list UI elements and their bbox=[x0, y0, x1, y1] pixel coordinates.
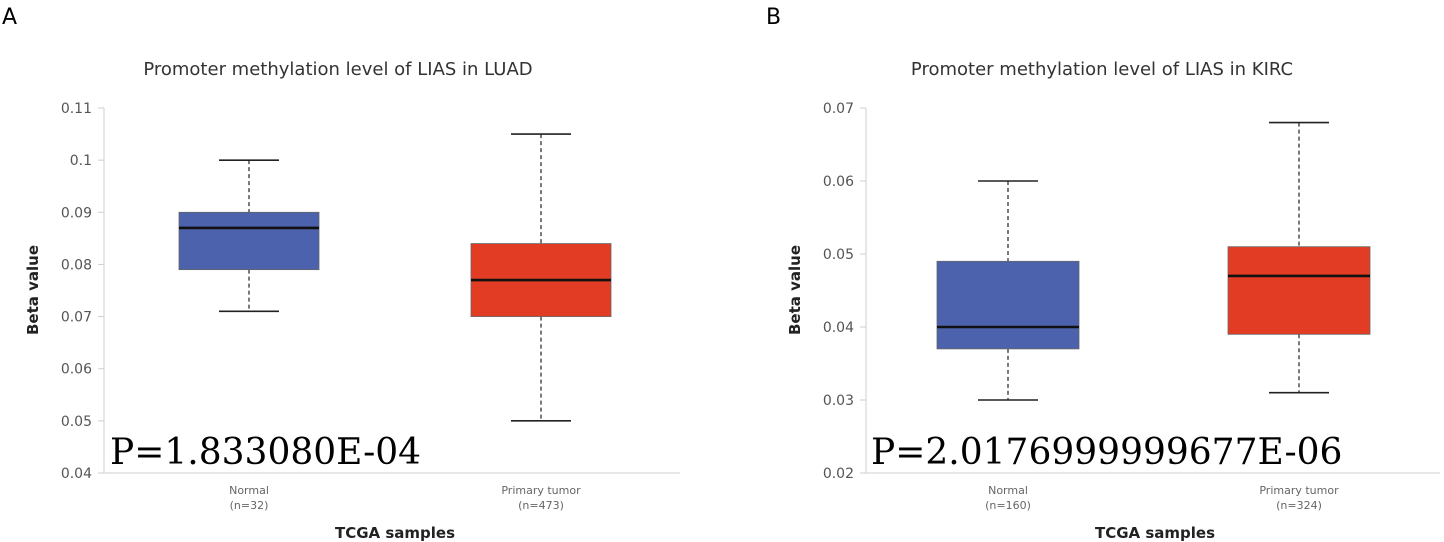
panel-a-primary-tumor-n-label: (n=473) bbox=[518, 499, 564, 512]
panel-b-title: Promoter methylation level of LIAS in KI… bbox=[911, 59, 1293, 80]
panel-a-y-tick-label: 0.07 bbox=[61, 310, 92, 326]
panel-b-box-normal: Normal (n=160) bbox=[936, 180, 1080, 512]
panel-a-y-tick-label: 0.08 bbox=[61, 257, 92, 273]
panel-b-p-value: P=2.0176999999677E-06 bbox=[871, 432, 1342, 473]
panel-a: A Promoter methylation level of LIAS in … bbox=[2, 5, 680, 542]
panel-b: B Promoter methylation level of LIAS in … bbox=[766, 5, 1440, 542]
panel-b-x-label: TCGA samples bbox=[1095, 524, 1215, 542]
panel-a-y-label: Beta value bbox=[24, 245, 42, 335]
panel-b-normal-category-label: Normal bbox=[988, 484, 1028, 497]
panel-a-y-tick-label: 0.09 bbox=[61, 205, 92, 221]
panel-b-y-tick-label: 0.05 bbox=[823, 247, 854, 263]
panel-a-y-ticks: 0.04 0.05 0.06 0.07 0.08 0.09 0.1 0.11 bbox=[61, 101, 104, 482]
panel-b-y-tick-label: 0.03 bbox=[823, 393, 854, 409]
panel-a-normal-n-label: (n=32) bbox=[230, 499, 269, 512]
panel-b-boxes: Normal (n=160) Primary tumor (n=324) bbox=[936, 121, 1371, 512]
panel-b-normal-iqr-box bbox=[936, 260, 1080, 350]
panel-a-title: Promoter methylation level of LIAS in LU… bbox=[143, 59, 532, 80]
panel-b-primary-tumor-iqr-box bbox=[1227, 246, 1371, 335]
panel-b-y-tick-label: 0.04 bbox=[823, 320, 854, 336]
panel-a-box-normal: Normal (n=32) bbox=[178, 159, 320, 512]
panel-b-primary-tumor-category-label: Primary tumor bbox=[1259, 484, 1339, 497]
panel-b-box-primary-tumor: Primary tumor (n=324) bbox=[1227, 121, 1371, 512]
panel-a-y-tick-label: 0.06 bbox=[61, 362, 92, 378]
panel-a-letter: A bbox=[2, 5, 17, 30]
panel-a-y-tick-label: 0.1 bbox=[70, 153, 92, 169]
panel-b-letter: B bbox=[766, 5, 781, 30]
panel-b-normal-n-label: (n=160) bbox=[985, 499, 1031, 512]
panel-a-y-tick-label: 0.04 bbox=[61, 466, 92, 482]
panel-a-box-primary-tumor: Primary tumor (n=473) bbox=[470, 133, 612, 512]
panel-b-y-tick-label: 0.06 bbox=[823, 174, 854, 190]
panel-b-y-label: Beta value bbox=[786, 245, 804, 335]
panel-a-normal-iqr-box bbox=[178, 211, 320, 271]
panel-a-normal-category-label: Normal bbox=[229, 484, 269, 497]
panel-b-y-tick-label: 0.02 bbox=[823, 466, 854, 482]
panel-a-boxes: Normal (n=32) Primary tumor (n=473) bbox=[178, 133, 612, 512]
panel-a-primary-tumor-category-label: Primary tumor bbox=[501, 484, 581, 497]
panel-a-p-value: P=1.833080E-04 bbox=[110, 432, 421, 473]
panel-a-y-tick-label: 0.05 bbox=[61, 414, 92, 430]
panel-a-x-label: TCGA samples bbox=[335, 524, 455, 542]
panel-b-y-ticks: 0.02 0.03 0.04 0.05 0.06 0.07 bbox=[823, 101, 866, 482]
panel-b-y-tick-label: 0.07 bbox=[823, 101, 854, 117]
panel-a-y-tick-label: 0.11 bbox=[61, 101, 92, 117]
panel-b-primary-tumor-n-label: (n=324) bbox=[1276, 499, 1322, 512]
